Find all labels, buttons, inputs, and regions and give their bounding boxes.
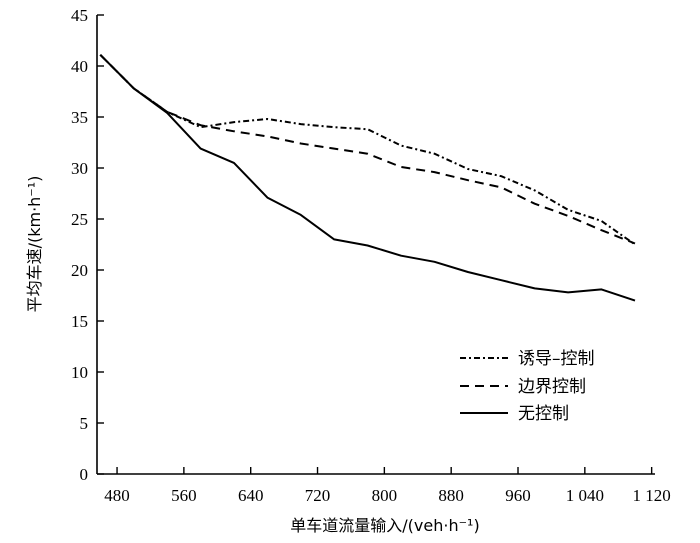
legend-label: 边界控制 xyxy=(518,377,586,397)
x-tick-label: 720 xyxy=(305,486,331,505)
series-lines xyxy=(99,54,636,302)
x-tick-label: 880 xyxy=(438,486,464,505)
y-tick-label: 15 xyxy=(71,312,88,331)
legend-label: 诱导–控制 xyxy=(518,349,595,369)
y-tick-label: 30 xyxy=(71,159,88,178)
axes: 0 5 10 15 20 25 30 35 40 45 480 560 640 720 800 880 960 1… xyxy=(71,6,671,505)
x-tick-label: 480 xyxy=(104,486,130,505)
x-tick-label: 1 120 xyxy=(633,486,671,505)
x-tick-label: 800 xyxy=(372,486,398,505)
x-tick-label: 960 xyxy=(505,486,531,505)
series-line-dashed xyxy=(99,54,636,245)
y-tick-label: 40 xyxy=(71,57,88,76)
y-tick-label: 20 xyxy=(71,261,88,280)
y-tick-label: 35 xyxy=(71,108,88,127)
y-tick-label: 10 xyxy=(71,363,88,382)
y-tick-label: 5 xyxy=(80,414,89,433)
y-tick-label: 25 xyxy=(71,210,88,229)
series-line-dashdot xyxy=(99,54,636,246)
y-tick-label: 0 xyxy=(80,465,89,484)
y-axis-title: 平均车速/(km·h⁻¹) xyxy=(25,176,44,313)
x-tick-label: 640 xyxy=(238,486,264,505)
x-tick-label: 560 xyxy=(171,486,197,505)
x-axis-title: 单车道流量输入/(veh·h⁻¹) xyxy=(290,516,479,535)
legend-label: 无控制 xyxy=(518,404,569,424)
series-line-solid xyxy=(99,54,636,302)
x-tick-label: 1 040 xyxy=(566,486,604,505)
y-tick-label: 45 xyxy=(71,6,88,25)
